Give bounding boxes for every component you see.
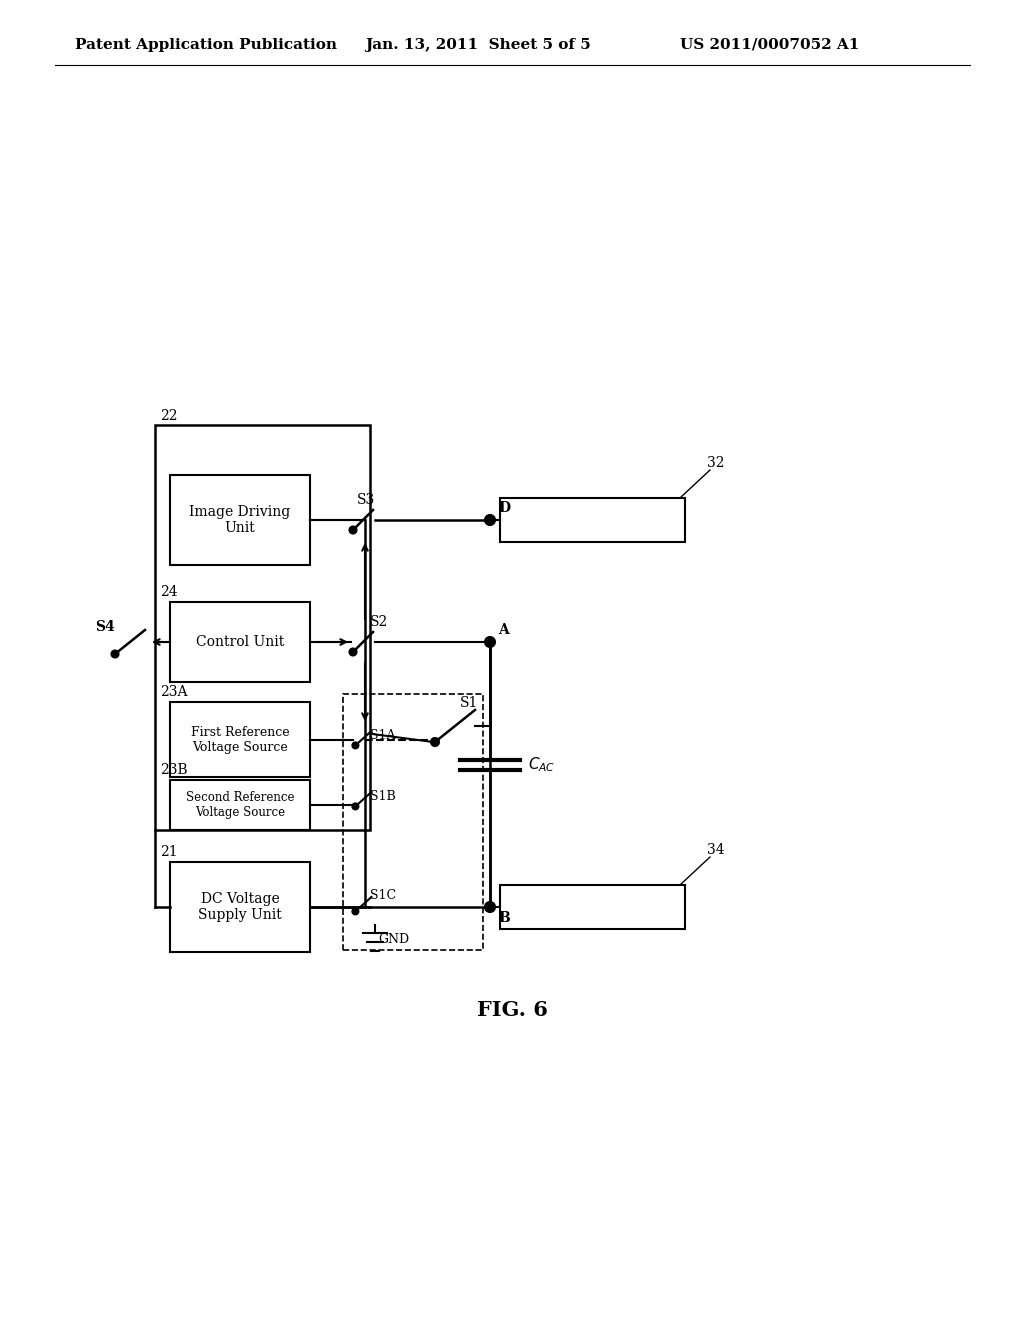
Bar [343, 694, 483, 950]
Bar [500, 498, 685, 543]
Circle shape [485, 638, 495, 647]
Text: 24: 24 [160, 585, 177, 599]
Text: Image Driving
Unit: Image Driving Unit [189, 504, 291, 535]
Text: S1A: S1A [370, 729, 395, 742]
Text: 21: 21 [160, 845, 177, 859]
Text: Second Reference
Voltage Source: Second Reference Voltage Source [185, 791, 294, 818]
Text: 22: 22 [160, 409, 177, 422]
Text: B: B [498, 911, 510, 925]
Circle shape [352, 804, 358, 809]
Bar [170, 475, 310, 565]
Text: S2: S2 [370, 615, 388, 630]
Bar [170, 780, 310, 830]
Text: S1C: S1C [370, 888, 396, 902]
Circle shape [431, 738, 439, 746]
Text: S3: S3 [357, 492, 375, 507]
Circle shape [349, 527, 356, 533]
Circle shape [485, 902, 495, 912]
Circle shape [352, 908, 358, 915]
Text: Jan. 13, 2011  Sheet 5 of 5: Jan. 13, 2011 Sheet 5 of 5 [365, 38, 591, 51]
Text: 34: 34 [707, 843, 725, 857]
Circle shape [485, 515, 495, 525]
Text: D: D [498, 502, 510, 515]
Text: S4: S4 [95, 620, 115, 634]
Circle shape [112, 651, 119, 657]
Text: First Reference
Voltage Source: First Reference Voltage Source [190, 726, 290, 754]
Text: 32: 32 [707, 455, 725, 470]
Bar [500, 884, 685, 929]
Text: DC Voltage
Supply Unit: DC Voltage Supply Unit [198, 892, 282, 923]
Bar [170, 602, 310, 682]
Circle shape [352, 742, 358, 748]
Text: 23B: 23B [160, 763, 187, 777]
Text: Control Unit: Control Unit [196, 635, 284, 649]
Text: GND: GND [378, 933, 410, 946]
Text: A: A [498, 623, 509, 638]
Text: S1: S1 [460, 696, 478, 710]
Text: US 2011/0007052 A1: US 2011/0007052 A1 [680, 38, 859, 51]
Bar [170, 862, 310, 952]
Text: Patent Application Publication: Patent Application Publication [75, 38, 337, 51]
Text: 23A: 23A [160, 685, 187, 700]
Bar [155, 425, 370, 830]
Text: FIG. 6: FIG. 6 [476, 1001, 548, 1020]
Text: S1B: S1B [370, 789, 395, 803]
Text: $C_{AC}$: $C_{AC}$ [528, 755, 555, 774]
Circle shape [349, 648, 356, 656]
Bar [170, 702, 310, 777]
